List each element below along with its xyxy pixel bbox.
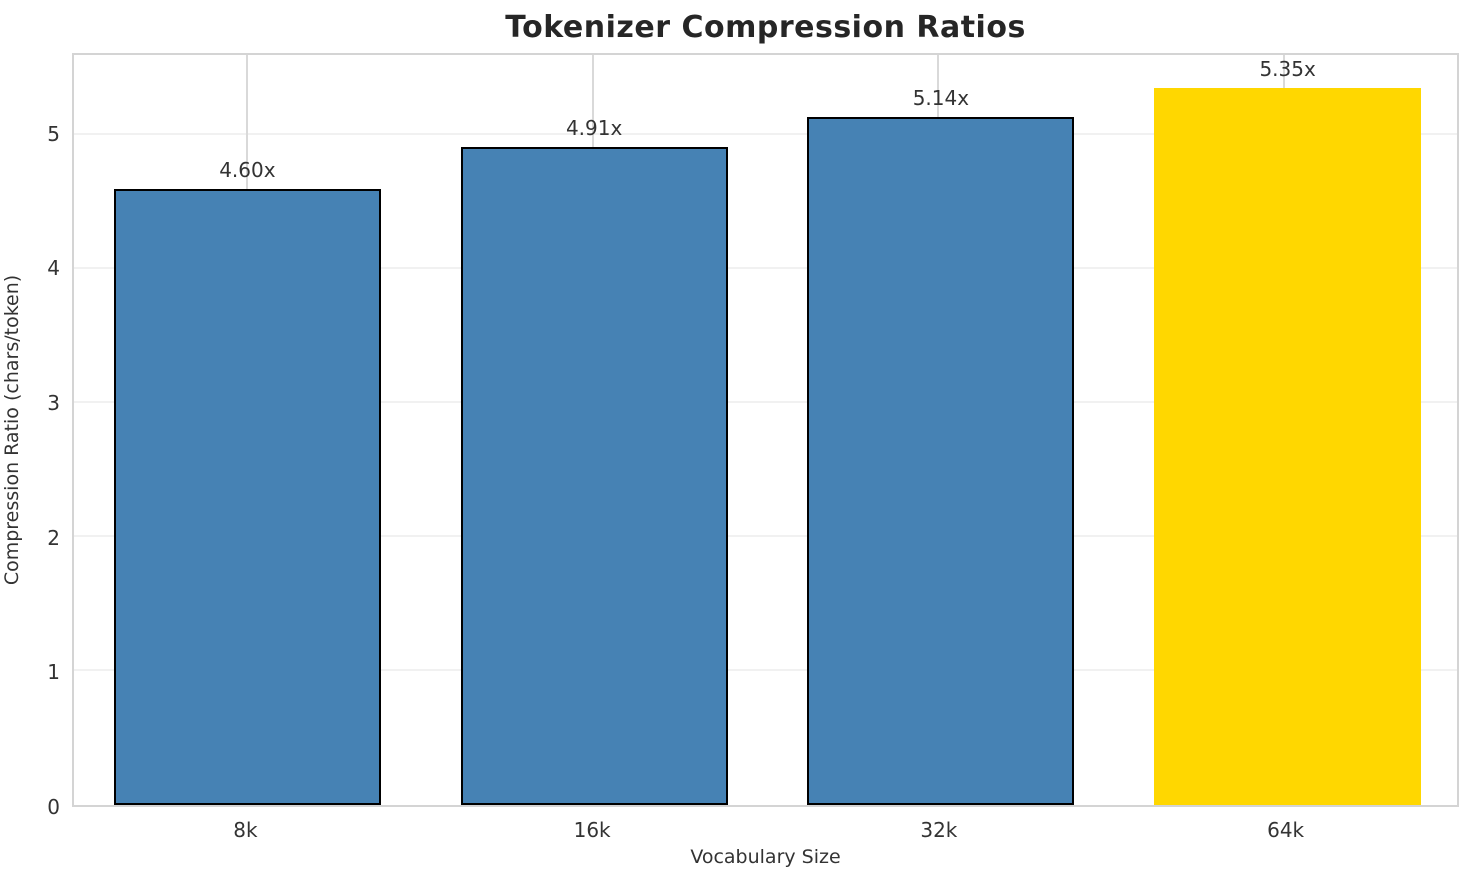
y-tick-label: 0	[47, 795, 60, 819]
gridline-horizontal	[74, 401, 1457, 404]
bar-16k	[460, 147, 728, 805]
y-tick-label: 4	[47, 256, 60, 281]
gridline-horizontal	[74, 535, 1457, 538]
y-tick-label: 3	[47, 391, 60, 416]
bar-value-label: 4.91x	[565, 116, 623, 141]
chart-title: Tokenizer Compression Ratios	[505, 10, 1026, 45]
bar-value-label: 4.60x	[219, 157, 276, 182]
gridline-horizontal	[74, 669, 1457, 672]
plot-area: 4.60x 4.91x 5.14x 5.35x	[72, 53, 1459, 807]
x-tick-label: 16k	[573, 818, 611, 842]
x-tick-label: 64k	[1267, 818, 1305, 842]
y-axis-label: Compression Ratio (chars/token)	[1, 274, 23, 586]
bar-value-label: 5.14x	[912, 85, 970, 110]
x-tick-label: 8k	[233, 818, 258, 842]
y-tick-label: 5	[47, 121, 60, 146]
y-tick-label: 2	[47, 525, 60, 550]
x-tick-label: 32k	[920, 818, 958, 842]
gridline-horizontal	[74, 133, 1457, 136]
x-axis-label: Vocabulary Size	[690, 846, 841, 868]
bar-value-label: 5.35x	[1259, 57, 1316, 82]
gridline-horizontal	[74, 267, 1457, 270]
bar-8k	[113, 188, 381, 805]
y-tick-label: 1	[47, 660, 60, 685]
bar-64k	[1154, 88, 1422, 805]
bar-32k	[807, 116, 1075, 805]
